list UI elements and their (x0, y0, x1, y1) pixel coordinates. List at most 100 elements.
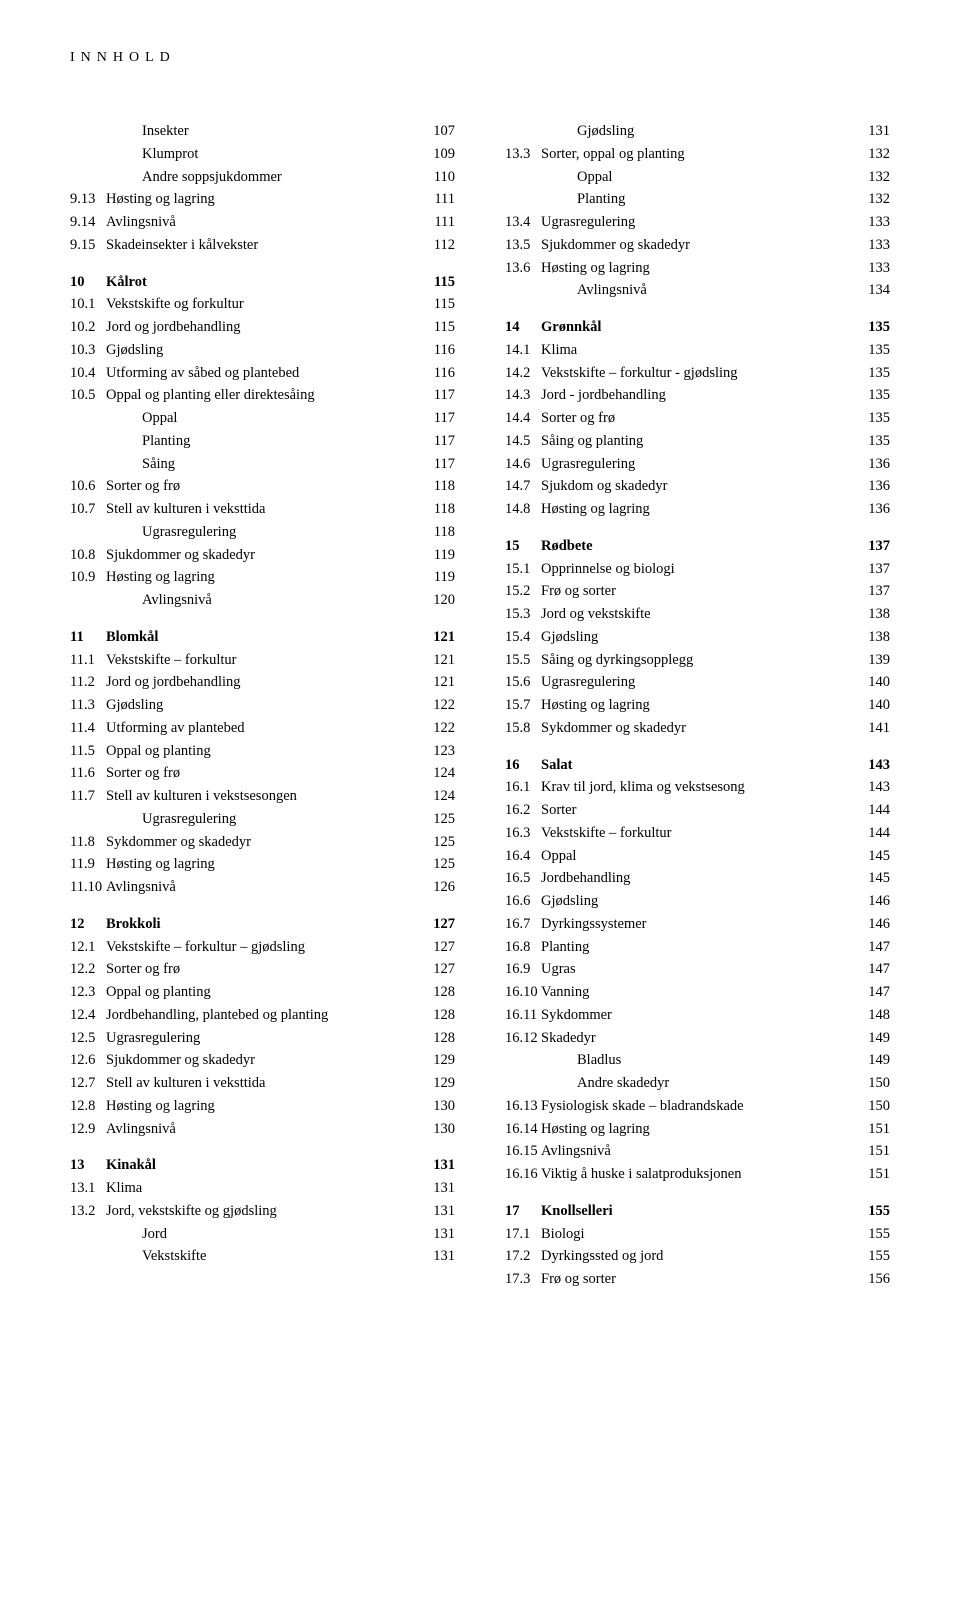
toc-entry: 16.2Sorter144 (505, 800, 890, 822)
toc-number (70, 121, 142, 143)
toc-page: 133 (854, 258, 890, 280)
toc-number: 13.2 (70, 1201, 106, 1223)
toc-entry: 11.9Høsting og lagring125 (70, 854, 455, 876)
toc-entry: 16.5Jordbehandling145 (505, 868, 890, 890)
toc-number: 16.15 (505, 1141, 541, 1163)
toc-label: Planting (577, 189, 854, 211)
toc-entry: 11.6Sorter og frø124 (70, 763, 455, 785)
toc-entry: 16.1Krav til jord, klima og vekstsesong1… (505, 777, 890, 799)
toc-label: Skadedyr (541, 1028, 854, 1050)
toc-number (505, 121, 577, 143)
toc-page: 132 (854, 167, 890, 189)
toc-entry: Avlingsnivå120 (70, 590, 455, 612)
toc-entry: 12.1Vekstskifte – forkultur – gjødsling1… (70, 937, 455, 959)
toc-entry: 13.6Høsting og lagring133 (505, 258, 890, 280)
toc-page: 133 (854, 235, 890, 257)
toc-page: 117 (419, 408, 455, 430)
toc-label: Sykdommer og skadedyr (106, 832, 419, 854)
toc-label: Avlingsnivå (577, 280, 854, 302)
toc-number: 16.12 (505, 1028, 541, 1050)
toc-label: Vekstskifte (142, 1246, 419, 1268)
toc-label: Ugrasregulering (142, 809, 419, 831)
toc-entry: Insekter107 (70, 121, 455, 143)
toc-number: 15.2 (505, 581, 541, 603)
toc-number: 11.3 (70, 695, 106, 717)
toc-page: 139 (854, 650, 890, 672)
toc-label: Avlingsnivå (106, 212, 419, 234)
toc-label: Brokkoli (106, 914, 419, 936)
toc-label: Stell av kulturen i veksttida (106, 499, 419, 521)
toc-label: Frø og sorter (541, 1269, 854, 1291)
toc-page: 111 (419, 189, 455, 211)
toc-page: 129 (419, 1073, 455, 1095)
toc-label: Sorter, oppal og planting (541, 144, 854, 166)
toc-number: 12.7 (70, 1073, 106, 1095)
spacer (505, 741, 890, 755)
toc-number: 10.4 (70, 363, 106, 385)
toc-page: 121 (419, 627, 455, 649)
toc-number: 11.9 (70, 854, 106, 876)
toc-entry: Andre skadedyr150 (505, 1073, 890, 1095)
toc-entry: 11.7Stell av kulturen i vekstsesongen124 (70, 786, 455, 808)
toc-label: Sjukdom og skadedyr (541, 476, 854, 498)
toc-page: 131 (419, 1201, 455, 1223)
toc-label: Dyrkingssystemer (541, 914, 854, 936)
toc-label: Oppal og planting (106, 741, 419, 763)
toc-page: 137 (854, 581, 890, 603)
toc-label: Kinakål (106, 1155, 419, 1177)
toc-number: 10.2 (70, 317, 106, 339)
toc-label: Bladlus (577, 1050, 854, 1072)
toc-page: 136 (854, 499, 890, 521)
toc-page: 131 (854, 121, 890, 143)
toc-label: Jordbehandling (541, 868, 854, 890)
toc-page: 128 (419, 1028, 455, 1050)
toc-entry: 16.14Høsting og lagring151 (505, 1119, 890, 1141)
toc-page: 122 (419, 718, 455, 740)
toc-page: 130 (419, 1119, 455, 1141)
toc-label: Vekstskifte – forkultur (541, 823, 854, 845)
toc-label: Jord og vekstskifte (541, 604, 854, 626)
toc-page: 124 (419, 763, 455, 785)
toc-number (505, 1050, 577, 1072)
toc-number: 13 (70, 1155, 106, 1177)
toc-page: 132 (854, 189, 890, 211)
toc-label: Avlingsnivå (142, 590, 419, 612)
toc-entry: 12.3Oppal og planting128 (70, 982, 455, 1004)
toc-label: Dyrkingssted og jord (541, 1246, 854, 1268)
toc-entry: 16.12Skadedyr149 (505, 1028, 890, 1050)
spacer (70, 1141, 455, 1155)
spacer (505, 303, 890, 317)
toc-label: Klima (541, 340, 854, 362)
page-header: Innhold (70, 50, 890, 66)
toc-label: Skadeinsekter i kålvekster (106, 235, 419, 257)
toc-label: Andre skadedyr (577, 1073, 854, 1095)
toc-entry: 10.4Utforming av såbed og plantebed116 (70, 363, 455, 385)
toc-number: 17 (505, 1201, 541, 1223)
toc-entry: 14.6Ugrasregulering136 (505, 454, 890, 476)
toc-number (70, 144, 142, 166)
toc-label: Frø og sorter (541, 581, 854, 603)
toc-number: 11.6 (70, 763, 106, 785)
toc-number: 9.14 (70, 212, 106, 234)
toc-label: Avlingsnivå (106, 1119, 419, 1141)
toc-number: 12.9 (70, 1119, 106, 1141)
toc-entry: 17.2Dyrkingssted og jord155 (505, 1246, 890, 1268)
left-column: Insekter107Klumprot109Andre soppsjukdomm… (70, 121, 455, 1292)
toc-entry: 16.8Planting147 (505, 937, 890, 959)
toc-entry: 11.5Oppal og planting123 (70, 741, 455, 763)
toc-label: Klima (106, 1178, 419, 1200)
toc-entry: 16Salat143 (505, 755, 890, 777)
toc-label: Vanning (541, 982, 854, 1004)
toc-number: 11 (70, 627, 106, 649)
toc-page: 109 (419, 144, 455, 166)
toc-entry: 16.6Gjødsling146 (505, 891, 890, 913)
toc-number (70, 1246, 142, 1268)
toc-page: 138 (854, 604, 890, 626)
toc-number: 13.6 (505, 258, 541, 280)
toc-number: 16.13 (505, 1096, 541, 1118)
toc-entry: Ugrasregulering125 (70, 809, 455, 831)
toc-label: Jord (142, 1224, 419, 1246)
toc-page: 136 (854, 454, 890, 476)
toc-entry: 16.10Vanning147 (505, 982, 890, 1004)
toc-entry: 15Rødbete137 (505, 536, 890, 558)
